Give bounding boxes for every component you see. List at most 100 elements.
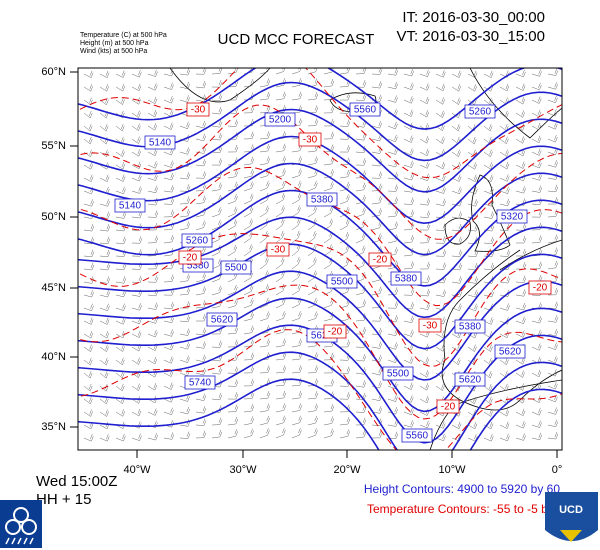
height-label-box xyxy=(206,312,238,327)
svg-text:UCD: UCD xyxy=(559,504,583,516)
wind-barb xyxy=(179,221,191,231)
valid-time: VT: 2016-03-30_15:00 xyxy=(397,28,545,45)
wind-barb xyxy=(419,136,430,144)
wind-barb xyxy=(195,327,207,335)
wind-barb xyxy=(547,82,558,90)
left-logo xyxy=(0,500,42,548)
wind-barb xyxy=(467,199,478,207)
wind-barb xyxy=(483,409,493,417)
wind-barb xyxy=(259,257,269,270)
wind-barb xyxy=(467,136,477,145)
wind-barb xyxy=(195,313,207,322)
wind-barb xyxy=(547,301,559,309)
wind-barb xyxy=(403,407,414,416)
wind-barb xyxy=(307,91,319,101)
wind-barb xyxy=(259,403,271,413)
wind-barb xyxy=(483,211,495,219)
lead-time: HH + 15 xyxy=(36,491,91,508)
wind-barb xyxy=(243,365,255,374)
temperature-label-box xyxy=(186,102,210,117)
wind-barb xyxy=(83,110,93,119)
wind-barb xyxy=(243,193,254,205)
wind-barb xyxy=(387,121,398,130)
wind-barb xyxy=(435,161,446,170)
wind-barb xyxy=(291,427,302,439)
wind-barb xyxy=(259,180,270,192)
wind-barb xyxy=(275,230,285,244)
wind-barb xyxy=(371,81,383,89)
wind-barb xyxy=(227,206,238,218)
wind-barb xyxy=(307,180,318,192)
wind-barb xyxy=(307,68,318,75)
wind-barb xyxy=(211,392,223,401)
wind-barb xyxy=(307,365,319,374)
wind-barb xyxy=(435,289,447,297)
wind-barb xyxy=(163,356,174,364)
lat-label: 45°N xyxy=(41,282,66,294)
wind-barb xyxy=(163,96,174,104)
wind-barb xyxy=(451,357,461,366)
wind-barb xyxy=(547,135,558,143)
wind-barb xyxy=(131,97,141,105)
wind-barb xyxy=(243,205,254,218)
wind-barb xyxy=(371,314,383,322)
height-label-box xyxy=(114,198,146,213)
wind-barb xyxy=(387,394,398,402)
wind-barb xyxy=(195,354,207,363)
wind-barb xyxy=(147,210,159,218)
height-label-box xyxy=(464,104,496,119)
init-time: IT: 2016-03-30_00:00 xyxy=(402,9,545,26)
height-label-box xyxy=(494,344,526,359)
wind-barb xyxy=(291,168,302,179)
height-contours-note: Height Contours: 4900 to 5920 by 60 xyxy=(364,482,560,496)
wind-barb xyxy=(531,369,542,378)
wind-barb xyxy=(419,275,431,283)
wind-barb xyxy=(499,303,510,311)
wind-barb xyxy=(419,148,430,157)
wind-barb xyxy=(259,311,270,322)
wind-barb xyxy=(195,195,207,205)
wind-barb xyxy=(179,95,190,103)
wind-barb xyxy=(531,210,543,218)
wind-barb xyxy=(547,419,559,428)
lon-label: 40°W xyxy=(123,464,151,476)
wind-barb xyxy=(131,149,142,157)
wind-barb xyxy=(115,186,126,195)
wind-barb xyxy=(371,171,383,179)
wind-barb xyxy=(115,383,125,392)
wind-barb xyxy=(451,162,462,170)
wind-barb xyxy=(339,244,350,257)
wind-barb xyxy=(531,420,542,428)
height-contour xyxy=(78,378,562,450)
wind-barb xyxy=(467,162,477,170)
height-label: 5380 xyxy=(187,261,210,272)
wind-barb xyxy=(531,222,543,231)
wind-barb xyxy=(227,366,239,374)
wind-barb xyxy=(403,109,414,117)
wind-barb xyxy=(435,344,446,352)
wind-barb xyxy=(227,219,238,231)
wind-barb xyxy=(131,83,142,92)
wind-barb xyxy=(547,68,559,76)
wind-barb xyxy=(275,168,286,179)
wind-barb xyxy=(371,121,382,129)
wind-barb xyxy=(147,275,159,283)
wind-barb xyxy=(419,69,430,77)
wind-barb xyxy=(147,235,159,244)
temperature-contour xyxy=(78,233,562,367)
wind-barb xyxy=(163,68,175,77)
wind-barb xyxy=(243,352,255,361)
wind-barb xyxy=(243,311,254,322)
wind-barb xyxy=(291,68,302,75)
wind-barb xyxy=(179,196,191,205)
temperature-contour xyxy=(78,329,562,450)
wind-barb xyxy=(483,344,493,352)
wind-barb xyxy=(291,283,302,296)
wind-barb xyxy=(547,122,558,130)
wind-barb xyxy=(355,429,367,439)
height-label: 5740 xyxy=(189,378,212,389)
wind-barb xyxy=(515,248,527,257)
wind-barb xyxy=(483,162,494,170)
height-label: 5140 xyxy=(149,138,172,149)
wind-barb xyxy=(419,261,431,270)
